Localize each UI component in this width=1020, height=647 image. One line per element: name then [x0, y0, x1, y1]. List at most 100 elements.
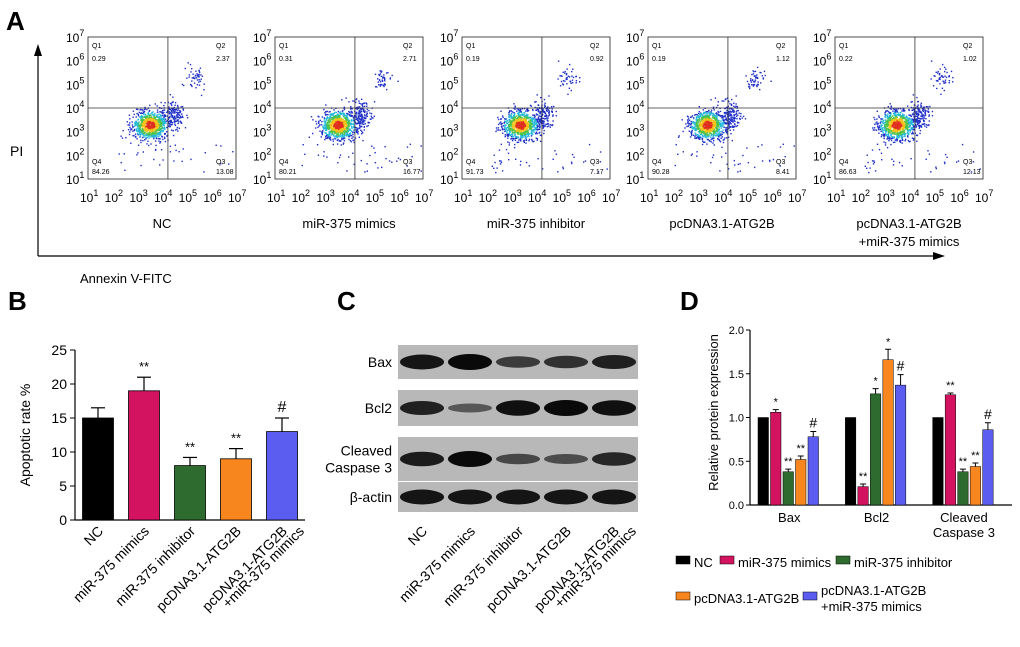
flow-event-dot	[907, 139, 910, 142]
flow-event-dot	[567, 75, 570, 77]
flow-event-dot	[893, 133, 895, 135]
flow-event-dot	[350, 129, 352, 132]
flow-event-dot	[151, 135, 153, 137]
flow-event-dot	[518, 139, 520, 141]
flow-event-dot	[325, 128, 327, 130]
flow-event-dot	[359, 123, 361, 125]
flow-event-dot	[695, 133, 697, 135]
flow-event-dot	[340, 117, 342, 120]
flow-event-dot	[157, 123, 159, 125]
flow-event-dot	[159, 111, 161, 113]
flow-event-dot	[168, 108, 170, 110]
flow-event-dot	[335, 123, 337, 126]
flow-event-dot	[369, 112, 371, 114]
flow-event-dot	[523, 118, 525, 120]
flow-event-dot	[542, 120, 544, 122]
flow-event-dot	[141, 129, 144, 131]
flow-event-dot	[517, 116, 520, 118]
flow-event-dot	[706, 120, 709, 122]
flow-event-dot	[708, 109, 710, 112]
flow-y-tick-label: 107	[440, 28, 458, 45]
flow-event-dot	[687, 119, 689, 121]
flow-event-dot	[714, 121, 716, 123]
flow-event-dot	[335, 115, 337, 117]
flow-event-dot	[324, 121, 327, 123]
flow-event-dot	[730, 113, 732, 116]
flow-event-dot	[175, 149, 177, 152]
flow-event-dot	[718, 126, 720, 128]
flow-event-dot	[358, 121, 360, 123]
flow-event-dot	[937, 72, 939, 74]
flow-event-dot	[343, 140, 346, 142]
flow-event-dot	[708, 125, 710, 127]
flow-event-dot	[513, 134, 516, 136]
flow-event-dot	[498, 160, 501, 162]
flow-event-dot	[720, 137, 722, 139]
flow-event-dot	[339, 135, 341, 137]
flow-event-dot	[518, 128, 520, 131]
flow-event-dot	[163, 121, 165, 124]
flow-event-dot	[338, 124, 340, 126]
flow-event-dot	[356, 113, 358, 115]
flow-event-dot	[525, 131, 528, 133]
flow-event-dot	[346, 114, 348, 116]
flow-event-dot	[171, 110, 173, 113]
flow-event-dot	[691, 130, 693, 132]
flow-event-dot	[180, 106, 182, 108]
flow-event-dot	[514, 139, 517, 142]
flow-event-dot	[693, 123, 696, 126]
flow-event-dot	[367, 121, 369, 123]
flow-event-dot	[378, 84, 380, 86]
flow-event-dot	[523, 133, 526, 135]
flow-event-dot	[399, 158, 402, 161]
flow-event-dot	[353, 141, 355, 144]
flow-event-dot	[124, 169, 126, 171]
flow-event-dot	[733, 116, 735, 119]
flow-event-dot	[723, 126, 725, 128]
flow-event-dot	[784, 156, 786, 158]
flow-event-dot	[719, 124, 722, 126]
flow-event-dot	[121, 137, 124, 139]
flow-event-dot	[156, 105, 158, 107]
flow-event-dot	[570, 89, 572, 92]
flow-event-dot	[151, 129, 153, 131]
flow-event-dot	[508, 129, 510, 131]
flow-x-tick-exponent: 6	[404, 188, 409, 198]
flow-event-dot	[318, 125, 320, 127]
flow-event-dot	[154, 134, 156, 136]
flow-event-dot	[521, 122, 523, 124]
flow-event-dot	[709, 132, 712, 134]
flow-event-dot	[149, 121, 151, 123]
flow-event-dot	[343, 126, 346, 128]
flow-event-dot	[491, 165, 493, 167]
flow-event-dot	[739, 118, 741, 120]
flow-event-dot	[729, 110, 732, 113]
flow-event-dot	[159, 127, 161, 129]
flow-event-dot	[155, 124, 157, 126]
flow-x-tick-label: 101	[80, 188, 98, 205]
flow-event-dot	[709, 117, 711, 120]
flow-event-dot	[142, 139, 144, 142]
flow-y-tick-label: 107	[626, 28, 644, 45]
flow-event-dot	[892, 141, 895, 144]
flow-event-dot	[337, 131, 339, 134]
flow-event-dot	[148, 137, 150, 139]
flow-event-dot	[331, 132, 333, 134]
flow-event-dot	[726, 106, 729, 108]
flow-event-dot	[137, 108, 139, 111]
flow-event-dot	[733, 115, 735, 117]
flow-event-dot	[329, 136, 332, 139]
flow-event-dot	[519, 127, 521, 129]
flow-event-dot	[342, 112, 345, 114]
flow-event-dot	[710, 138, 712, 141]
flow-event-dot	[704, 135, 707, 137]
flow-event-dot	[715, 106, 718, 109]
flow-event-dot	[169, 94, 172, 96]
flow-event-dot	[544, 115, 546, 117]
flow-event-dot	[154, 132, 156, 134]
flow-y-tick-label: 106	[253, 52, 271, 69]
flow-event-dot	[155, 134, 157, 137]
flow-event-dot	[699, 113, 701, 115]
flow-event-dot	[894, 139, 896, 141]
flow-event-dot	[151, 131, 154, 134]
